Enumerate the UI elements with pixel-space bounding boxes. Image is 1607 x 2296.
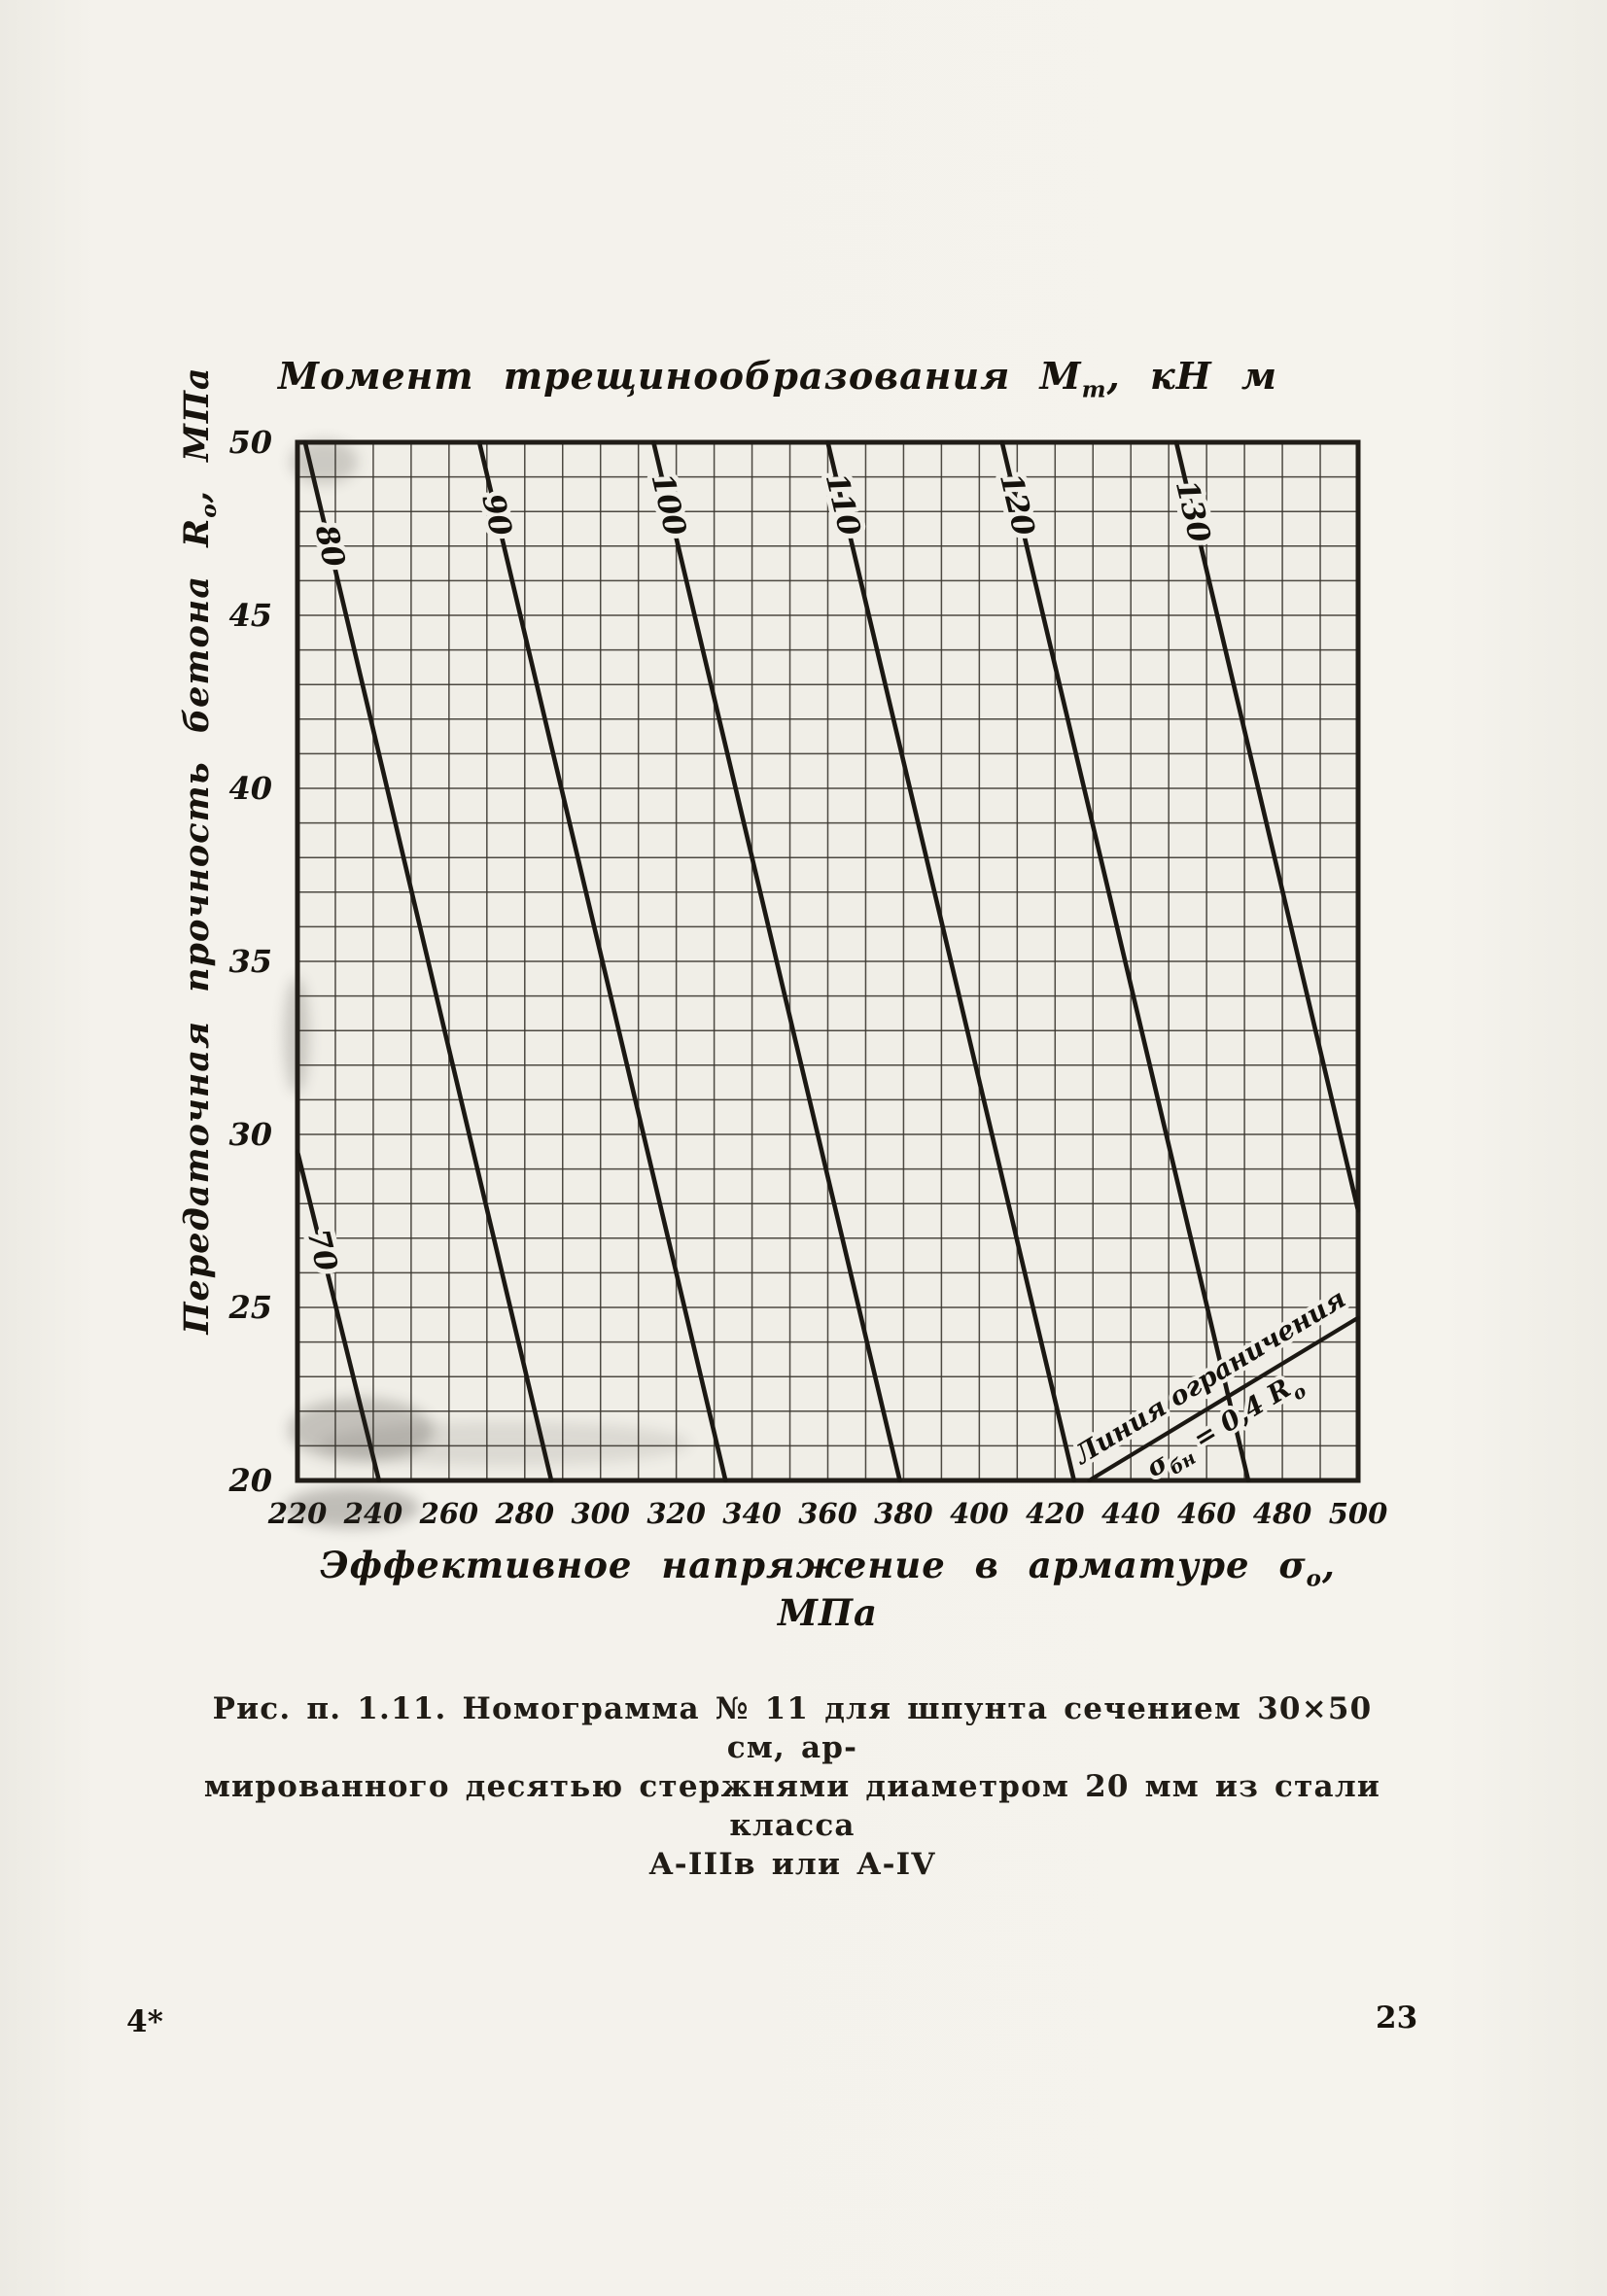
x-tick-label: 400 xyxy=(950,1497,1009,1530)
page-number: 23 xyxy=(1376,2000,1418,2035)
y-tick-label: 35 xyxy=(228,943,272,980)
page-mark: 4* xyxy=(126,2004,163,2039)
isoline-110 xyxy=(825,439,1077,1483)
x-tick-label: 380 xyxy=(874,1497,933,1530)
x-axis-label-subscript: о xyxy=(1306,1565,1322,1592)
x-tick-label: 360 xyxy=(798,1497,857,1530)
x-tick-label: 320 xyxy=(646,1497,706,1530)
isoline-130 xyxy=(1173,439,1361,1213)
x-axis-label-text: Эффективное напряжение в арматуре σ xyxy=(320,1544,1307,1586)
x-axis-label: Эффективное напряжение в арматуре σо, МП… xyxy=(297,1544,1358,1634)
x-tick-label: 220 xyxy=(267,1497,328,1530)
chart-title-subscript: т xyxy=(1081,375,1107,403)
figure-caption: Рис. п. 1.11. Номограмма № 11 для шпунта… xyxy=(190,1689,1395,1884)
chart-title-text: Момент трещинообразования М xyxy=(278,354,1082,398)
x-tick-label: 240 xyxy=(343,1497,403,1530)
isoline-120 xyxy=(999,439,1251,1483)
chart-title: Момент трещинообразования Мт, кН м xyxy=(224,354,1332,403)
y-tick-label: 45 xyxy=(228,597,272,634)
y-tick-label: 25 xyxy=(227,1289,272,1326)
caption-line: Рис. п. 1.11. Номограмма № 11 для шпунта… xyxy=(212,1691,1373,1765)
x-tick-label: 260 xyxy=(419,1497,479,1530)
caption-line: А-IIIв или А-IV xyxy=(648,1847,936,1882)
y-tick-label: 30 xyxy=(228,1116,272,1153)
isoline-100 xyxy=(650,439,902,1483)
x-tick-label: 440 xyxy=(1101,1497,1161,1530)
x-tick-label: 300 xyxy=(571,1497,630,1530)
isoline-90 xyxy=(476,439,728,1483)
x-tick-label: 500 xyxy=(1329,1497,1388,1530)
isoline-80 xyxy=(302,439,554,1483)
x-tick-label: 420 xyxy=(1026,1497,1085,1530)
y-tick-label: 50 xyxy=(228,424,272,461)
isoline-70 xyxy=(295,1149,382,1483)
x-tick-label: 480 xyxy=(1253,1497,1312,1530)
limit-line xyxy=(1087,1315,1361,1483)
x-tick-label: 340 xyxy=(722,1497,782,1530)
x-tick-label: 280 xyxy=(495,1497,555,1530)
y-tick-label: 20 xyxy=(227,1462,272,1499)
chart-title-units: , кН м xyxy=(1106,354,1277,398)
caption-line: мированного десятью стержнями диаметром … xyxy=(203,1769,1381,1843)
y-tick-label: 40 xyxy=(228,770,272,807)
x-tick-label: 460 xyxy=(1177,1497,1237,1530)
x-axis-label-units: , МПа xyxy=(778,1544,1336,1635)
